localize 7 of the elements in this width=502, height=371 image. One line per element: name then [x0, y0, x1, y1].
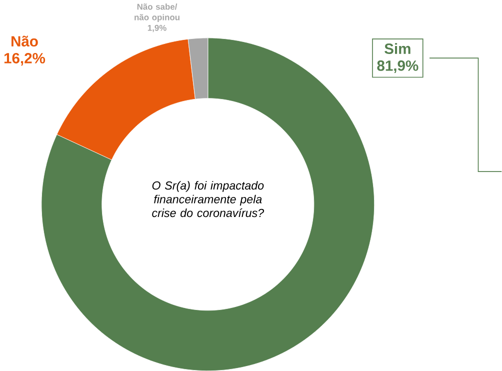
- data-label: 81,9%: [377, 60, 418, 74]
- slice-label: Sim: [384, 43, 410, 54]
- data-label: 1,9%: [148, 24, 166, 32]
- slice-label: Não sabe/ não opinou: [134, 3, 180, 22]
- slice-label: Não: [12, 36, 38, 47]
- data-label: 16,2%: [4, 52, 46, 66]
- text: O Sr(a) foi impactado financeiramente pela crise do coronavírus?: [152, 181, 264, 218]
